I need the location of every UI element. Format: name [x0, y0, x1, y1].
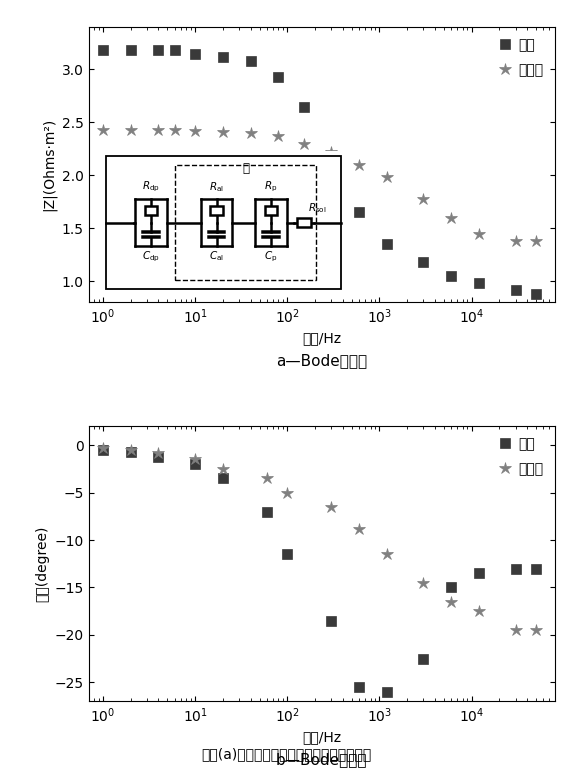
污染 [100, 446, 106, 455]
未污染 [171, 125, 178, 134]
污染 [383, 687, 390, 697]
污染 [533, 289, 539, 298]
污染 [192, 460, 198, 469]
污染 [533, 564, 539, 573]
污染 [171, 46, 178, 55]
未污染 [300, 139, 307, 148]
污染 [127, 447, 134, 456]
污染 [263, 507, 270, 516]
未污染 [512, 625, 519, 635]
X-axis label: 频率/Hz: 频率/Hz [302, 332, 341, 346]
污染 [247, 57, 254, 66]
污染 [155, 46, 162, 55]
未污染 [512, 236, 519, 246]
污染 [475, 279, 482, 288]
未污染 [284, 488, 291, 498]
污染 [448, 271, 455, 281]
Legend: 污染, 未污染: 污染, 未污染 [494, 34, 548, 81]
未污染 [220, 464, 227, 474]
未污染 [328, 147, 335, 157]
污染 [420, 257, 427, 267]
未污染 [533, 236, 539, 246]
污染 [356, 683, 363, 692]
污染 [100, 46, 106, 55]
污染 [420, 654, 427, 663]
未污染 [192, 455, 198, 464]
未污染 [100, 125, 106, 134]
Y-axis label: 相位(degree): 相位(degree) [35, 525, 49, 602]
未污染 [192, 126, 198, 136]
污染 [383, 239, 390, 249]
未污染 [100, 443, 106, 453]
未污染 [475, 229, 482, 238]
Line: 未污染: 未污染 [97, 442, 542, 636]
污染 [220, 52, 227, 61]
Text: 注：(a)中插图为拟合采用的等效电路模型。: 注：(a)中插图为拟合采用的等效电路模型。 [201, 747, 371, 761]
未污染 [383, 549, 390, 559]
污染 [192, 49, 198, 58]
未污染 [263, 474, 270, 483]
未污染 [356, 524, 363, 533]
Y-axis label: |Z|(Ohms·m²): |Z|(Ohms·m²) [42, 118, 56, 212]
未污染 [155, 448, 162, 457]
污染 [284, 549, 291, 559]
污染 [275, 72, 282, 81]
污染 [512, 564, 519, 573]
未污染 [127, 125, 134, 134]
Line: 污染: 污染 [98, 46, 541, 298]
未污染 [275, 132, 282, 141]
未污染 [127, 446, 134, 455]
Line: 未污染: 未污染 [97, 123, 542, 247]
污染 [300, 102, 307, 111]
未污染 [328, 502, 335, 512]
未污染 [247, 129, 254, 138]
污染 [328, 155, 335, 164]
污染 [155, 452, 162, 461]
未污染 [383, 173, 390, 182]
未污染 [420, 194, 427, 203]
未污染 [155, 125, 162, 134]
未污染 [475, 607, 482, 616]
未污染 [356, 160, 363, 170]
未污染 [220, 127, 227, 136]
Legend: 污染, 未污染: 污染, 未污染 [494, 433, 548, 480]
污染 [127, 46, 134, 55]
X-axis label: 频率/Hz: 频率/Hz [302, 730, 341, 745]
未污染 [448, 597, 455, 606]
未污染 [420, 578, 427, 587]
污染 [328, 616, 335, 625]
污染 [220, 474, 227, 483]
污染 [356, 208, 363, 217]
污染 [512, 285, 519, 294]
污染 [448, 583, 455, 592]
污染 [475, 569, 482, 578]
Text: a—Bode模量图: a—Bode模量图 [276, 353, 367, 368]
Line: 污染: 污染 [98, 446, 541, 697]
Text: b—Bode相位图: b—Bode相位图 [276, 753, 367, 767]
未污染 [533, 625, 539, 635]
未污染 [448, 213, 455, 222]
